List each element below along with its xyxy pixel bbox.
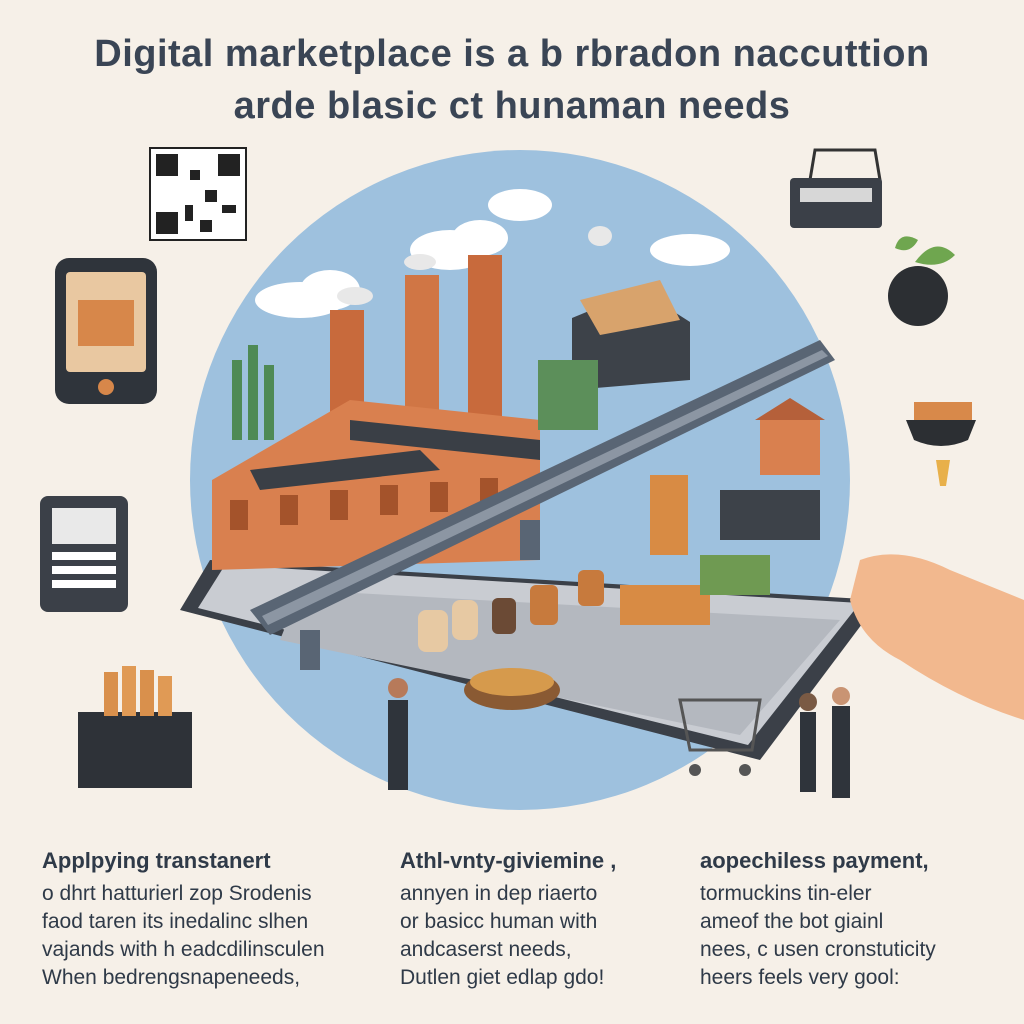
column-line: ameof the bot giainl [700, 910, 884, 933]
column-line: tormuckins tin-eler [700, 882, 872, 905]
market-stalls [620, 398, 825, 625]
smoke [337, 226, 612, 305]
produce-crate-icon [78, 666, 192, 788]
column-line: andcaserst needs, [400, 938, 572, 961]
shopping-cart-icon [678, 698, 762, 776]
column-line: heers feels very gool: [700, 966, 900, 989]
column-line: vajands with h eadcdilinsculen [42, 938, 325, 961]
column-line: faod taren its inedalinc slhen [42, 910, 309, 933]
title-line-1: Digital marketplace is a b rbradon naccu… [94, 33, 930, 75]
page-title: Digital marketplace is a b rbradon naccu… [0, 28, 1024, 132]
column-heading: aopechiless payment, [700, 848, 929, 873]
column-line: annyen in dep riaerto [400, 882, 598, 905]
bowl-icon [906, 402, 976, 486]
column-line: Dutlen giet edlap gdo! [400, 966, 605, 989]
apple-icon [888, 236, 955, 326]
hand [850, 554, 1024, 720]
column-heading: Athl-vnty-giviemine , [400, 848, 617, 873]
feature-column-3: aopechiless payment, tormuckins tin-eler… [700, 848, 1000, 992]
column-line: nees, c usen cronstuticity [700, 938, 936, 961]
food-items [418, 570, 604, 710]
qr-code-icon [149, 147, 247, 241]
column-line: o dhrt hatturierl zop Srodenis [42, 882, 312, 905]
feature-columns: Applpying transtanert o dhrt hatturierl … [0, 848, 1024, 1018]
title-line-2: arde blasic ct hunaman needs [233, 85, 791, 127]
feature-column-1: Applpying transtanert o dhrt hatturierl … [42, 848, 342, 992]
conveyor-belt [250, 340, 835, 670]
shopping-basket-icon [790, 148, 882, 228]
pos-terminal-icon [40, 496, 128, 612]
feature-column-2: Athl-vnty-giviemine , annyen in dep riae… [400, 848, 700, 992]
column-line: or basicc human with [400, 910, 598, 933]
storage-building [538, 280, 690, 430]
column-line: When bedrengsnapeneeds, [42, 966, 301, 989]
trees [232, 345, 274, 440]
column-heading: Applpying transtanert [42, 848, 271, 873]
people [388, 678, 850, 798]
smartphone-icon [55, 258, 157, 404]
